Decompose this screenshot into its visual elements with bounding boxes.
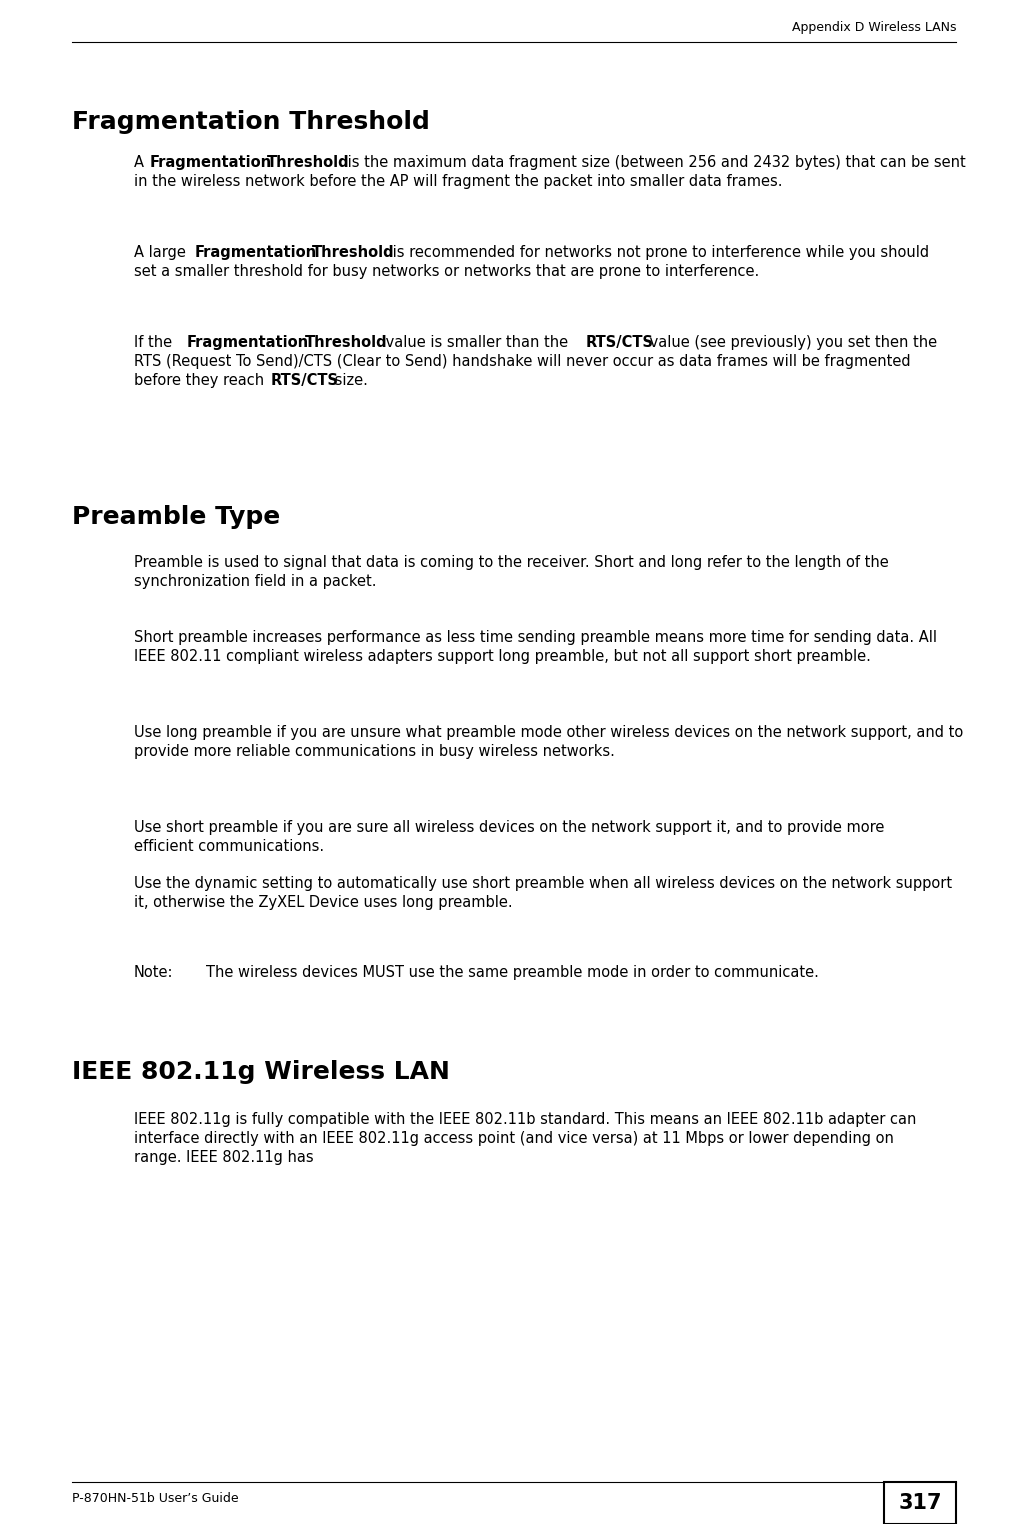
Text: set a smaller threshold for busy networks or networks that are prone to interfer: set a smaller threshold for busy network… [134, 264, 760, 279]
Text: A: A [134, 155, 149, 171]
Text: value is smaller than the: value is smaller than the [380, 335, 573, 351]
Text: IEEE 802.11 compliant wireless adapters support long preamble, but not all suppo: IEEE 802.11 compliant wireless adapters … [134, 649, 871, 664]
Text: RTS/CTS: RTS/CTS [270, 373, 338, 389]
Text: 317: 317 [898, 1494, 942, 1513]
Text: Fragmentation Threshold: Fragmentation Threshold [72, 110, 430, 134]
Text: Preamble is used to signal that data is coming to the receiver. Short and long r: Preamble is used to signal that data is … [134, 555, 889, 570]
Text: range. IEEE 802.11g has: range. IEEE 802.11g has [134, 1151, 314, 1164]
Text: Fragmentation: Fragmentation [194, 245, 317, 261]
Text: is the maximum data fragment size (between 256 and 2432 bytes) that can be sent: is the maximum data fragment size (betwe… [342, 155, 965, 171]
Text: A large: A large [134, 245, 190, 261]
Text: The wireless devices MUST use the same preamble mode in order to communicate.: The wireless devices MUST use the same p… [206, 965, 819, 980]
Text: Fragmentation: Fragmentation [149, 155, 271, 171]
Text: it, otherwise the ZyXEL Device uses long preamble.: it, otherwise the ZyXEL Device uses long… [134, 895, 513, 910]
Text: Use long preamble if you are unsure what preamble mode other wireless devices on: Use long preamble if you are unsure what… [134, 725, 963, 741]
Text: IEEE 802.11g is fully compatible with the IEEE 802.11b standard. This means an I: IEEE 802.11g is fully compatible with th… [134, 1113, 916, 1128]
Bar [884, 1481, 956, 1524]
Text: Appendix D Wireless LANs: Appendix D Wireless LANs [792, 21, 956, 34]
Text: is recommended for networks not prone to interference while you should: is recommended for networks not prone to… [389, 245, 929, 261]
Text: Preamble Type: Preamble Type [72, 504, 281, 529]
Text: IEEE 802.11g Wireless LAN: IEEE 802.11g Wireless LAN [72, 1061, 450, 1084]
Text: Short preamble increases performance as less time sending preamble means more ti: Short preamble increases performance as … [134, 629, 937, 645]
Text: Use the dynamic setting to automatically use short preamble when all wireless de: Use the dynamic setting to automatically… [134, 876, 952, 892]
Text: size.: size. [330, 373, 368, 389]
Text: interface directly with an IEEE 802.11g access point (and vice versa) at 11 Mbps: interface directly with an IEEE 802.11g … [134, 1131, 894, 1146]
Text: Note:: Note: [134, 965, 174, 980]
Text: Threshold: Threshold [266, 155, 350, 171]
Text: If the: If the [134, 335, 177, 351]
Text: P-870HN-51b User’s Guide: P-870HN-51b User’s Guide [72, 1492, 238, 1506]
Text: Use short preamble if you are sure all wireless devices on the network support i: Use short preamble if you are sure all w… [134, 820, 884, 835]
Text: Threshold: Threshold [304, 335, 388, 351]
Text: synchronization field in a packet.: synchronization field in a packet. [134, 575, 376, 588]
Text: provide more reliable communications in busy wireless networks.: provide more reliable communications in … [134, 744, 615, 759]
Text: before they reach: before they reach [134, 373, 268, 389]
Text: RTS/CTS: RTS/CTS [586, 335, 654, 351]
Text: RTS (Request To Send)/CTS (Clear to Send) handshake will never occur as data fra: RTS (Request To Send)/CTS (Clear to Send… [134, 354, 911, 369]
Text: in the wireless network before the AP will fragment the packet into smaller data: in the wireless network before the AP wi… [134, 174, 782, 189]
Text: Fragmentation: Fragmentation [187, 335, 309, 351]
Text: Threshold: Threshold [313, 245, 395, 261]
Text: efficient communications.: efficient communications. [134, 840, 324, 853]
Text: value (see previously) you set then the: value (see previously) you set then the [645, 335, 937, 351]
